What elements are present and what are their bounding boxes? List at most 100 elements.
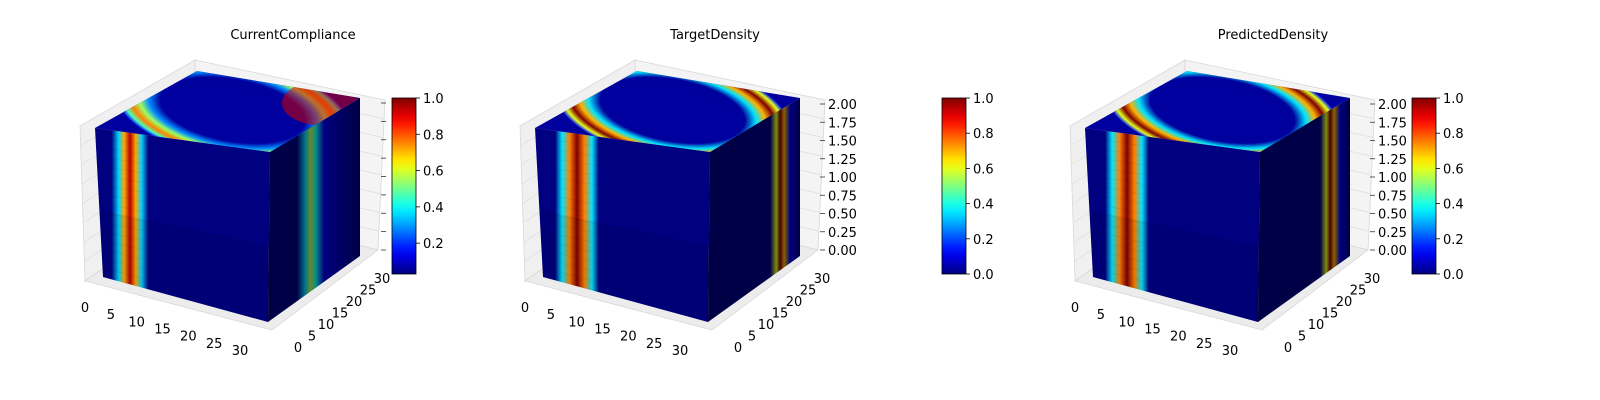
y-tick-label: 5 — [1298, 330, 1306, 345]
voxel-seam — [1086, 155, 1260, 185]
voxel-seam — [541, 258, 709, 302]
voxel-seam — [539, 211, 709, 248]
z-tick-label: 1.00 — [828, 171, 857, 186]
cube-front-face — [1085, 128, 1260, 322]
z-tick-label: 0.75 — [828, 189, 857, 204]
z-tick-label: 1.75 — [828, 116, 857, 131]
y-tick-label: 30 — [374, 272, 391, 287]
voxel-seam — [541, 248, 709, 291]
voxel-seam — [1089, 220, 1259, 259]
voxel-seam — [1092, 267, 1259, 312]
voxel-seam — [102, 267, 269, 312]
cube-edge — [1257, 151, 1261, 323]
y-tick-label: 0 — [1284, 341, 1292, 356]
y-tick-label: 0 — [294, 341, 302, 356]
x-tick-label: 10 — [128, 315, 145, 330]
voxel-seam — [1091, 258, 1259, 302]
z-tick-label: 0.25 — [1378, 226, 1407, 241]
z-tick-label: 2.00 — [828, 98, 857, 113]
colorbar-gradient — [941, 97, 967, 275]
voxel-seam — [536, 164, 710, 195]
y-tick-label: 20 — [346, 295, 363, 310]
z-tick-label: 1.50 — [828, 135, 857, 150]
subplot-title: TargetDensity — [669, 28, 760, 43]
voxel-seam — [535, 137, 710, 163]
colorbar-tick-label: 1.0 — [423, 92, 444, 107]
voxel-seam — [537, 183, 710, 217]
colorbar-tick-label: 0.6 — [973, 162, 994, 177]
colorbar-tick-label: 0.8 — [1443, 127, 1464, 142]
x-tick-label: 5 — [107, 308, 115, 323]
voxel-seam — [99, 211, 269, 248]
voxel-seam — [101, 258, 269, 302]
cube-right-face — [1258, 98, 1350, 322]
cube-edge — [267, 151, 271, 323]
colorbar: 0.2 0.4 0.6 0.8 1.0 — [391, 92, 444, 275]
x-tick-label: 25 — [206, 337, 223, 352]
x-tick-label: 30 — [1222, 344, 1239, 359]
voxel-seam — [538, 202, 710, 238]
x-tick-label: 30 — [232, 344, 249, 359]
voxel-seam — [99, 220, 269, 259]
ring-core — [602, 84, 738, 142]
cube-right-face — [268, 98, 360, 322]
x-tick-label: 15 — [154, 323, 171, 338]
subplot-title: CurrentCompliance — [230, 28, 355, 43]
x-tick-label: 15 — [1144, 323, 1161, 338]
x-tick-label: 25 — [646, 337, 663, 352]
voxel-seam — [540, 239, 709, 280]
z-tick-label: 0.25 — [828, 226, 857, 241]
cube-front-face — [95, 128, 270, 322]
y-tick-label: 25 — [360, 284, 377, 299]
voxel-seam — [95, 137, 270, 163]
subplot-title: PredictedDensity — [1218, 28, 1329, 43]
voxel-seam — [97, 183, 270, 217]
y-tick-label: 15 — [772, 307, 789, 322]
colorbar: 0.0 0.2 0.4 0.6 0.8 1.0 — [1411, 92, 1464, 283]
z-tick-label: 1.75 — [1378, 116, 1407, 131]
voxel-seam — [96, 155, 270, 185]
voxel-seam — [1089, 211, 1259, 248]
z-tick-label: 0.50 — [1378, 208, 1407, 223]
colorbar-tick-label: 0.8 — [973, 127, 994, 142]
voxel-seam — [100, 230, 269, 270]
y-tick-label: 5 — [308, 330, 316, 345]
y-tick-label: 0 — [734, 341, 742, 356]
z-tick-label: 2.00 — [1378, 98, 1407, 113]
colorbar-tick-label: 0.6 — [423, 165, 444, 180]
voxel-seam — [96, 164, 270, 195]
subplot-3: 0 5 10 15 20 25 30 0510152025300.000.250.500.75… — [1069, 28, 1464, 359]
colorbar-tick-label: 0.0 — [1443, 268, 1464, 283]
y-tick-label: 30 — [1364, 272, 1381, 287]
ring-core — [1152, 84, 1288, 142]
z-tick-label: 1.25 — [828, 153, 857, 168]
colorbar-tick-label: 0.2 — [423, 237, 444, 252]
x-tick-label: 10 — [1118, 315, 1135, 330]
colorbar-tick-label: 0.2 — [973, 233, 994, 248]
voxel-seam — [98, 192, 270, 227]
cube-front-face — [535, 128, 710, 322]
voxel-seam — [1088, 192, 1260, 227]
y-tick-label: 20 — [1336, 295, 1353, 310]
voxel-seam — [1086, 164, 1260, 195]
voxel-seam — [539, 220, 709, 259]
x-tick-label: 5 — [1097, 308, 1105, 323]
z-tick-label: 1.00 — [1378, 171, 1407, 186]
x-tick-label: 0 — [521, 301, 529, 316]
y-tick-label: 25 — [800, 284, 817, 299]
colorbar-gradient — [1411, 97, 1437, 275]
voxel-seam — [1090, 239, 1259, 280]
voxel-seam — [101, 248, 269, 291]
y-tick-label: 10 — [758, 318, 775, 333]
voxel-seam — [1091, 248, 1259, 291]
voxel-seam — [1087, 183, 1260, 217]
ring-core — [162, 84, 298, 142]
y-tick-label: 15 — [332, 307, 349, 322]
voxel-seam — [1085, 146, 1260, 174]
colorbar: 0.0 0.2 0.4 0.6 0.8 1.0 — [941, 92, 994, 283]
colorbar-tick-label: 0.4 — [423, 201, 444, 216]
voxel-seam — [538, 192, 710, 227]
voxel-seam — [1088, 202, 1260, 238]
